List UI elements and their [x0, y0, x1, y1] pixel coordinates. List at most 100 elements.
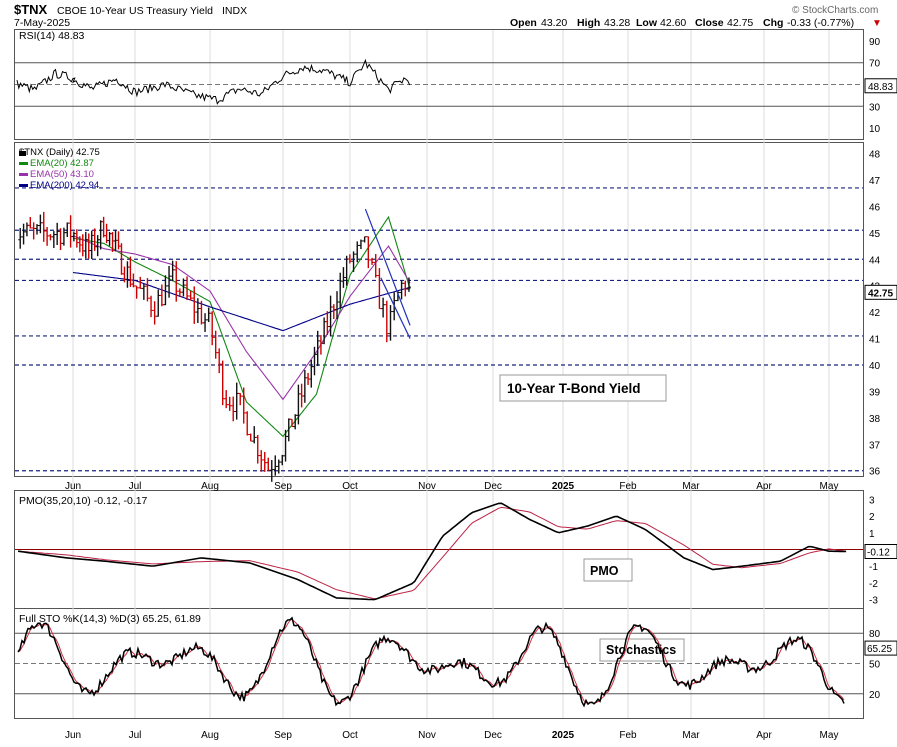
sto-legend: Full STO %K(14,3) %D(3) 65.25, 61.89 — [19, 613, 201, 625]
price-y-tick-45: 45 — [869, 229, 881, 240]
ema200-line — [72, 271, 411, 332]
price-last-box — [864, 284, 897, 300]
sto-last-value: 65.25 — [867, 644, 892, 655]
ema20-legend: EMA(20) 42.87 — [30, 158, 94, 169]
rsi-y-tick-30: 30 — [869, 102, 881, 113]
sto-last-box — [864, 640, 897, 656]
chart-header: $TNX CBOE 10-Year US Treasury Yield INDX… — [14, 2, 882, 29]
pmo-panel: PMO(35,20,10) -0.12, -0.17 PMO 3210-1-2-… — [15, 495, 897, 607]
price-panel: $TNX (Daily) 42.75 EMA(20) 42.87 EMA(50)… — [18, 147, 897, 482]
pmo-y-tick-3: 3 — [869, 495, 875, 506]
x-tick-sep: Sep — [274, 730, 292, 741]
pmo-signal-line — [17, 506, 847, 600]
price-annotation-frame — [499, 374, 667, 402]
x-tick-oct: Oct — [342, 730, 358, 741]
x-tick-2025: 2025 — [552, 730, 575, 741]
pmo-annotation-box: PMO — [583, 558, 633, 582]
x-tick-mid-dec: Dec — [484, 481, 502, 492]
rsi-y-tick-90: 90 — [869, 37, 881, 48]
ema50-swatch — [19, 173, 28, 176]
x-axis: Jun Jul Aug Sep Oct Nov Dec 2025 Feb Mar Apr May — [65, 730, 839, 741]
price-y-tick-47: 47 — [869, 176, 881, 187]
price-y-tick-42: 42 — [869, 308, 881, 319]
rsi-y-tick-10: 10 — [869, 124, 881, 135]
price-y-tick-40: 40 — [869, 361, 881, 372]
copyright: © StockCharts.com — [792, 5, 878, 16]
pmo-last-value-tag: -0.12 — [864, 544, 897, 560]
rsi-last-value: 48.83 — [868, 82, 893, 93]
ema50-line — [72, 234, 411, 401]
pmo-y-tick--2: -2 — [869, 579, 878, 590]
x-tick-mid-feb: Feb — [619, 481, 637, 492]
price-legend: $TNX (Daily) 42.75 — [19, 147, 100, 158]
price-y-tick-39: 39 — [869, 387, 881, 398]
rsi-last-box — [864, 78, 897, 94]
x-tick-mid-jul: Jul — [129, 481, 142, 492]
x-tick-mid-mar: Mar — [682, 481, 700, 492]
close-label: Close — [695, 17, 724, 29]
open-label: Open — [510, 17, 537, 29]
sto-k-line — [17, 616, 845, 708]
price-y-tick-48: 48 — [869, 150, 881, 161]
x-tick-dec: Dec — [484, 730, 502, 741]
ema20-line — [72, 215, 411, 438]
sto-d-line — [17, 618, 845, 705]
pmo-y-tick--3: -3 — [869, 596, 878, 607]
resistance-trendline — [364, 208, 411, 326]
x-tick-mid-jun: Jun — [65, 481, 81, 492]
x-tick-mar: Mar — [682, 730, 700, 741]
price-y-tick-38: 38 — [869, 414, 881, 425]
x-tick-mid-2025: 2025 — [552, 481, 575, 492]
low-value: 42.60 — [660, 17, 686, 29]
price-y-tick-36: 36 — [869, 467, 881, 478]
price-annotation: 10-Year T-Bond Yield — [507, 381, 641, 396]
sto-y-tick-50: 50 — [869, 660, 881, 671]
rsi-y-tick-70: 70 — [869, 59, 881, 70]
close-value: 42.75 — [727, 17, 753, 29]
x-tick-may: May — [820, 730, 839, 741]
ema20-swatch — [19, 162, 28, 165]
pmo-y-tick-2: 2 — [869, 512, 875, 523]
x-tick-aug: Aug — [201, 730, 219, 741]
sto-annotation: Stochastics — [606, 643, 676, 657]
panel-frames — [14, 29, 864, 719]
chg-value: -0.33 (-0.77%) — [787, 17, 854, 29]
ema200-legend: EMA(200) 42.94 — [30, 180, 99, 191]
rsi-panel-frame — [14, 29, 864, 140]
sto-last-value-tag: 65.25 — [864, 640, 897, 656]
chg-label: Chg — [763, 17, 783, 29]
price-panel-frame — [14, 142, 864, 477]
price-legend-swatch — [19, 151, 26, 156]
security-name: CBOE 10-Year US Treasury Yield — [57, 5, 213, 17]
x-tick-apr: Apr — [756, 730, 772, 741]
chg-arrow-icon: ▼ — [872, 18, 882, 29]
low-label: Low — [636, 17, 658, 29]
x-tick-nov: Nov — [418, 730, 436, 741]
price-y-tick-46: 46 — [869, 202, 881, 213]
x-tick-mid-oct: Oct — [342, 481, 358, 492]
rsi-panel: RSI(14) 48.83 907050301048.83 — [15, 30, 897, 135]
sto-y-tick-20: 20 — [869, 690, 881, 701]
x-tick-mid-may: May — [820, 481, 839, 492]
pmo-y-tick--1: -1 — [869, 562, 878, 573]
sto-panel: Full STO %K(14,3) %D(3) 65.25, 61.89 Sto… — [15, 613, 897, 708]
pmo-last-value: -0.12 — [867, 548, 890, 559]
open-value: 43.20 — [541, 17, 567, 29]
x-tick-mid-aug: Aug — [201, 481, 219, 492]
x-tick-mid-sep: Sep — [274, 481, 292, 492]
exchange: INDX — [222, 5, 247, 17]
price-y-tick-37: 37 — [869, 440, 881, 451]
x-tick-feb: Feb — [619, 730, 637, 741]
ema200-swatch — [19, 184, 28, 187]
support-trendline — [380, 277, 411, 339]
high-label: High — [577, 17, 600, 29]
rsi-last-value-tag: 48.83 — [864, 78, 897, 94]
x-axis-middle: Jun Jul Aug Sep Oct Nov Dec 2025 Feb Mar Apr May — [65, 481, 839, 492]
vertical-gridlines — [72, 30, 830, 718]
pmo-legend: PMO(35,20,10) -0.12, -0.17 — [19, 495, 148, 507]
symbol: $TNX — [14, 2, 48, 17]
pmo-annotation-frame — [583, 558, 633, 582]
sto-y-tick-80: 80 — [869, 629, 881, 640]
